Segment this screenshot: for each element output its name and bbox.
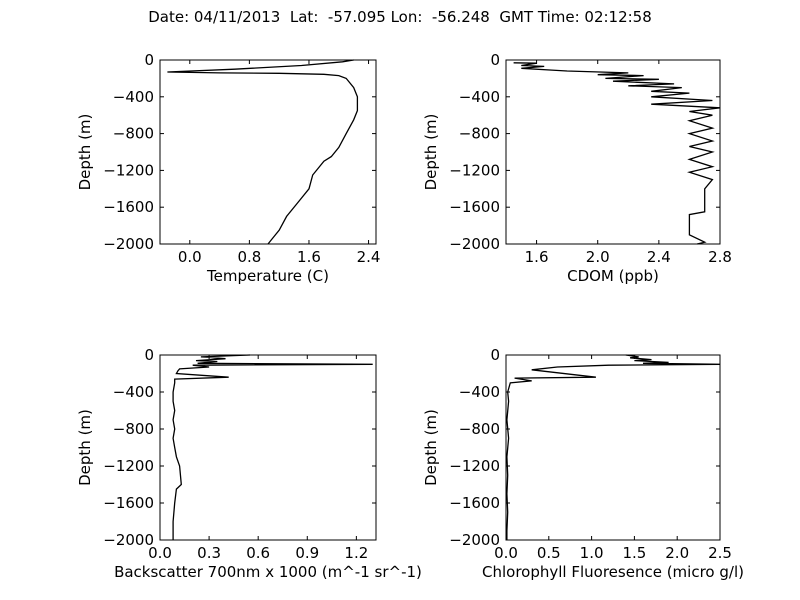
- chlorophyll-ytick-label: −1200: [449, 457, 500, 475]
- temperature-ytick-label: −800: [113, 125, 154, 143]
- chlorophyll-ytick-label: −2000: [449, 531, 500, 549]
- cdom-ytick-label: −2000: [449, 235, 500, 253]
- backscatter-ytick-label: −2000: [103, 531, 154, 549]
- cdom-ytick-label: −1600: [449, 198, 500, 216]
- temperature-ytick-label: 0: [144, 51, 154, 69]
- cdom-xtick-label: 2.4: [647, 248, 671, 266]
- backscatter-ytick-label: 0: [144, 346, 154, 364]
- cdom-xtick-label: 2.8: [708, 248, 732, 266]
- temperature-axes-frame: [159, 59, 377, 245]
- chlorophyll-xtick-label: 1.0: [580, 544, 604, 562]
- temperature-xtick-label: 0.0: [178, 248, 202, 266]
- cdom-xlabel: CDOM (ppb): [567, 267, 659, 285]
- chlorophyll-ylabel: Depth (m): [422, 409, 440, 486]
- temperature-ytick-label: −1200: [103, 161, 154, 179]
- cdom-ytick-label: 0: [490, 51, 500, 69]
- temperature-ylabel: Depth (m): [76, 114, 94, 191]
- backscatter-xtick-label: 0.3: [197, 544, 221, 562]
- backscatter-ytick-label: −400: [113, 383, 154, 401]
- chlorophyll-ytick-label: −400: [459, 383, 500, 401]
- chlorophyll-ytick-label: −1600: [449, 494, 500, 512]
- chlorophyll-xtick-label: 2.5: [708, 544, 732, 562]
- backscatter-xlabel: Backscatter 700nm x 1000 (m^-1 sr^-1): [114, 563, 422, 581]
- cdom-profile-line: [513, 62, 721, 245]
- temperature-xtick-label: 0.8: [237, 248, 261, 266]
- chlorophyll-profile-line: [506, 354, 721, 540]
- backscatter-panel: 0.0 0.3 0.6 0.9 1.2 0 −400 −800 −1200 −1600 −2000 B…: [76, 346, 422, 581]
- cdom-ylabel: Depth (m): [422, 114, 440, 191]
- chlorophyll-xtick-label: 1.5: [622, 544, 646, 562]
- backscatter-axes-frame: [159, 354, 377, 541]
- temperature-ytick-label: −1600: [103, 198, 154, 216]
- backscatter-xtick-label: 0.0: [148, 544, 172, 562]
- cdom-xtick-label: 1.6: [525, 248, 549, 266]
- temperature-panel: 0.0 0.8 1.6 2.4 0 −400 −800 −1200 −1600 −2000 Temp…: [76, 51, 380, 285]
- cdom-ytick-label: −1200: [449, 161, 500, 179]
- chlorophyll-xtick-label: 0.0: [494, 544, 518, 562]
- temperature-xlabel: Temperature (C): [206, 267, 329, 285]
- chlorophyll-ytick-label: −800: [459, 420, 500, 438]
- cdom-panel: 1.6 2.0 2.4 2.8 0 −400 −800 −1200 −1600 −2000 CDOM…: [422, 51, 732, 285]
- chlorophyll-xtick-label: 0.5: [537, 544, 561, 562]
- cdom-ytick-label: −400: [459, 88, 500, 106]
- chlorophyll-xlabel: Chlorophyll Fluoresence (micro g/l): [482, 563, 744, 581]
- temperature-ytick-label: −2000: [103, 235, 154, 253]
- temperature-profile-line: [167, 59, 359, 245]
- backscatter-xtick-label: 0.9: [295, 544, 319, 562]
- cdom-axes-frame: [505, 59, 721, 245]
- chlorophyll-panel: 0.0 0.5 1.0 1.5 2.0 2.5 0 −400 −800 −1200 −1600 −20…: [422, 346, 744, 581]
- temperature-xtick-label: 1.6: [297, 248, 321, 266]
- chlorophyll-xtick-label: 2.0: [665, 544, 689, 562]
- backscatter-ytick-label: −1200: [103, 457, 154, 475]
- backscatter-ylabel: Depth (m): [76, 409, 94, 486]
- cdom-xtick-label: 2.0: [586, 248, 610, 266]
- backscatter-profile-line: [172, 354, 373, 540]
- backscatter-ytick-label: −1600: [103, 494, 154, 512]
- backscatter-ytick-label: −800: [113, 420, 154, 438]
- temperature-ytick-label: −400: [113, 88, 154, 106]
- backscatter-xtick-label: 1.2: [344, 544, 368, 562]
- figure-title: Date: 04/11/2013 Lat: -57.095 Lon: -56.2…: [148, 8, 652, 26]
- cdom-ytick-label: −800: [459, 125, 500, 143]
- temperature-xtick-label: 2.4: [357, 248, 381, 266]
- chlorophyll-axes-frame: [505, 354, 721, 541]
- chlorophyll-ytick-label: 0: [490, 346, 500, 364]
- backscatter-xtick-label: 0.6: [246, 544, 270, 562]
